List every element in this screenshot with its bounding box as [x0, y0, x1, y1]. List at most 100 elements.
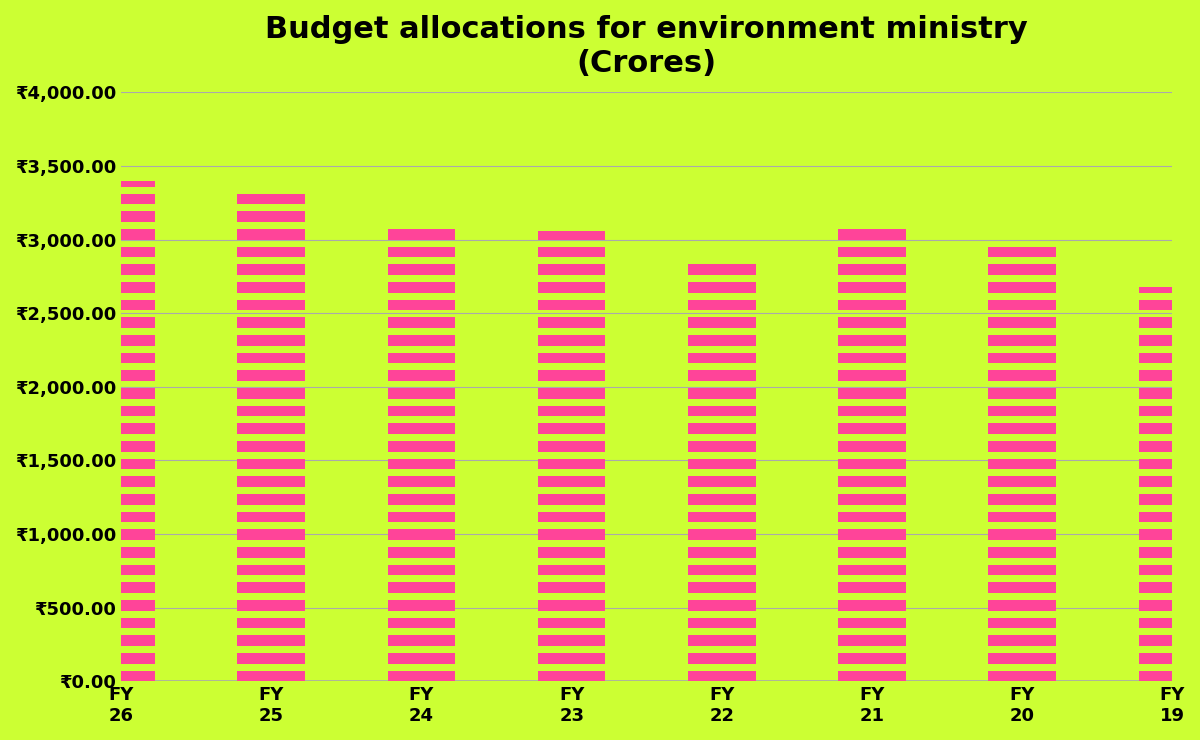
Bar: [388, 670, 455, 682]
Bar: [538, 547, 606, 558]
Title: Budget allocations for environment ministry
(Crores): Budget allocations for environment minis…: [265, 15, 1028, 78]
Bar: [838, 653, 906, 664]
Bar: [238, 670, 305, 682]
Bar: [989, 406, 1056, 417]
Bar: [238, 494, 305, 505]
Bar: [88, 636, 155, 646]
Bar: [238, 335, 305, 346]
Bar: [989, 388, 1056, 399]
Bar: [838, 282, 906, 292]
Bar: [838, 229, 906, 240]
Bar: [388, 229, 455, 240]
Bar: [989, 670, 1056, 682]
Bar: [538, 441, 606, 451]
Bar: [1139, 335, 1200, 346]
Bar: [838, 371, 906, 381]
Bar: [238, 565, 305, 575]
Bar: [538, 512, 606, 522]
Bar: [238, 246, 305, 258]
Bar: [538, 335, 606, 346]
Bar: [238, 618, 305, 628]
Bar: [1139, 565, 1200, 575]
Bar: [1139, 494, 1200, 505]
Bar: [238, 406, 305, 417]
Bar: [1139, 441, 1200, 451]
Bar: [238, 212, 305, 222]
Bar: [238, 459, 305, 469]
Bar: [838, 246, 906, 258]
Bar: [88, 565, 155, 575]
Bar: [538, 494, 606, 505]
Bar: [989, 264, 1056, 275]
Bar: [238, 423, 305, 434]
Bar: [538, 388, 606, 399]
Bar: [238, 441, 305, 451]
Bar: [388, 335, 455, 346]
Bar: [688, 406, 756, 417]
Bar: [238, 653, 305, 664]
Bar: [88, 529, 155, 540]
Bar: [238, 300, 305, 310]
Bar: [688, 423, 756, 434]
Bar: [238, 229, 305, 240]
Bar: [388, 618, 455, 628]
Bar: [538, 423, 606, 434]
Bar: [88, 264, 155, 275]
Bar: [538, 231, 606, 240]
Bar: [688, 636, 756, 646]
Bar: [1139, 653, 1200, 664]
Bar: [388, 282, 455, 292]
Bar: [88, 229, 155, 240]
Bar: [88, 582, 155, 593]
Bar: [688, 670, 756, 682]
Bar: [238, 388, 305, 399]
Bar: [838, 388, 906, 399]
Bar: [538, 282, 606, 292]
Bar: [388, 565, 455, 575]
Bar: [538, 600, 606, 610]
Bar: [989, 618, 1056, 628]
Bar: [238, 282, 305, 292]
Bar: [688, 388, 756, 399]
Bar: [88, 181, 155, 186]
Bar: [238, 582, 305, 593]
Bar: [1139, 547, 1200, 558]
Bar: [238, 194, 305, 204]
Bar: [538, 371, 606, 381]
Bar: [238, 529, 305, 540]
Bar: [989, 317, 1056, 328]
Bar: [388, 353, 455, 363]
Bar: [838, 335, 906, 346]
Bar: [88, 212, 155, 222]
Bar: [688, 477, 756, 487]
Bar: [1139, 371, 1200, 381]
Bar: [688, 547, 756, 558]
Bar: [838, 406, 906, 417]
Bar: [989, 246, 1056, 258]
Bar: [688, 300, 756, 310]
Bar: [388, 423, 455, 434]
Bar: [1139, 529, 1200, 540]
Bar: [88, 317, 155, 328]
Bar: [1139, 300, 1200, 310]
Bar: [989, 441, 1056, 451]
Bar: [989, 494, 1056, 505]
Bar: [538, 477, 606, 487]
Bar: [1139, 317, 1200, 328]
Bar: [838, 547, 906, 558]
Bar: [538, 406, 606, 417]
Bar: [688, 317, 756, 328]
Bar: [88, 353, 155, 363]
Bar: [388, 600, 455, 610]
Bar: [88, 194, 155, 204]
Bar: [1139, 459, 1200, 469]
Bar: [538, 246, 606, 258]
Bar: [838, 582, 906, 593]
Bar: [388, 300, 455, 310]
Bar: [688, 264, 756, 275]
Bar: [88, 371, 155, 381]
Bar: [388, 264, 455, 275]
Bar: [538, 317, 606, 328]
Bar: [838, 636, 906, 646]
Bar: [538, 653, 606, 664]
